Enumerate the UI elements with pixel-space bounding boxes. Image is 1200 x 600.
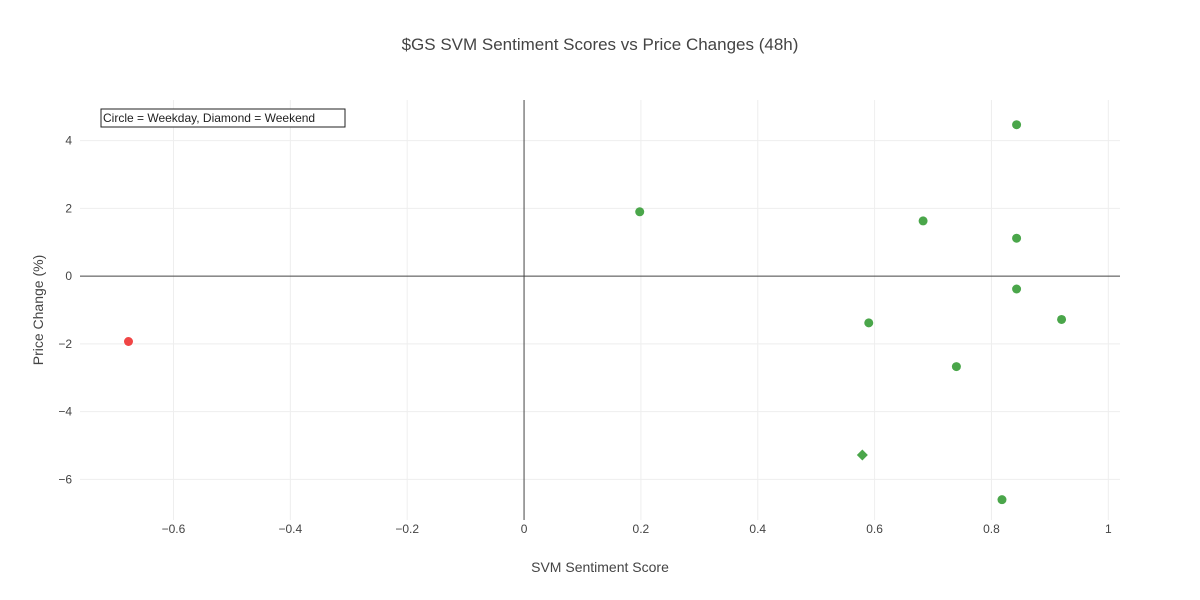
y-tick-label: −2 bbox=[58, 337, 72, 351]
x-tick-label: 0 bbox=[521, 522, 528, 536]
data-point-circle bbox=[864, 318, 874, 328]
data-points bbox=[123, 120, 1067, 505]
data-point-circle bbox=[951, 362, 961, 372]
legend-annotation: Circle = Weekday, Diamond = Weekend bbox=[100, 108, 346, 128]
annotation-text: Circle = Weekday, Diamond = Weekend bbox=[103, 111, 315, 125]
chart-title: $GS SVM Sentiment Scores vs Price Change… bbox=[402, 35, 799, 54]
data-point-diamond bbox=[856, 449, 868, 461]
x-tick-label: −0.6 bbox=[162, 522, 186, 536]
y-tick-labels: −6 −4 −2 0 2 4 bbox=[58, 134, 72, 487]
x-tick-label: −0.4 bbox=[278, 522, 302, 536]
data-point-circle bbox=[918, 216, 928, 226]
x-tick-label: 0.2 bbox=[633, 522, 650, 536]
data-point-circle bbox=[635, 207, 645, 217]
x-tick-labels: −0.6 −0.4 −0.2 0 0.2 0.4 0.6 0.8 1 bbox=[162, 522, 1112, 536]
y-tick-label: −6 bbox=[58, 472, 72, 486]
data-point-circle bbox=[1012, 120, 1022, 130]
x-tick-label: 0.4 bbox=[749, 522, 766, 536]
annotation-box bbox=[100, 108, 346, 128]
x-tick-label: −0.2 bbox=[395, 522, 419, 536]
y-tick-label: 0 bbox=[65, 269, 72, 283]
zero-lines bbox=[80, 100, 1120, 520]
data-point-circle bbox=[997, 495, 1007, 505]
data-point-circle bbox=[1057, 314, 1067, 324]
x-tick-label: 1 bbox=[1105, 522, 1112, 536]
x-tick-label: 0.8 bbox=[983, 522, 1000, 536]
data-point-circle bbox=[1012, 233, 1022, 243]
data-point-circle bbox=[123, 337, 133, 346]
grid-layer bbox=[80, 100, 1120, 520]
y-axis-title: Price Change (%) bbox=[30, 255, 46, 366]
y-tick-label: 2 bbox=[65, 201, 72, 215]
y-tick-label: −4 bbox=[58, 405, 72, 419]
x-axis-title: SVM Sentiment Score bbox=[531, 559, 669, 575]
x-tick-label: 0.6 bbox=[866, 522, 883, 536]
y-tick-label: 4 bbox=[65, 134, 72, 148]
data-point-circle bbox=[1012, 284, 1022, 294]
